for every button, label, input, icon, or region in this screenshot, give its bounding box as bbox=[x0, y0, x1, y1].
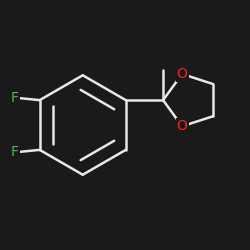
Text: O: O bbox=[177, 119, 188, 133]
Text: F: F bbox=[11, 145, 19, 159]
Text: F: F bbox=[11, 91, 19, 105]
Text: O: O bbox=[177, 67, 188, 81]
